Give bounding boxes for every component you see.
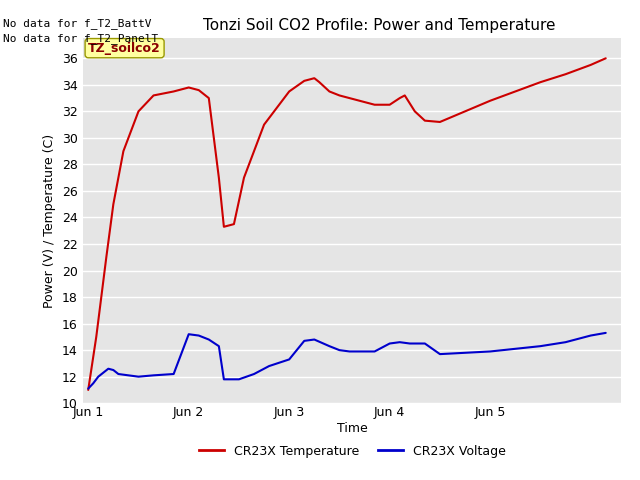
Title: Tonzi Soil CO2 Profile: Power and Temperature: Tonzi Soil CO2 Profile: Power and Temper…: [203, 18, 555, 33]
X-axis label: Time: Time: [337, 422, 367, 435]
Legend: CR23X Temperature, CR23X Voltage: CR23X Temperature, CR23X Voltage: [193, 440, 511, 463]
Text: No data for f_T2_PanelT: No data for f_T2_PanelT: [3, 33, 159, 44]
Text: TZ_soilco2: TZ_soilco2: [88, 42, 161, 55]
Y-axis label: Power (V) / Temperature (C): Power (V) / Temperature (C): [44, 134, 56, 308]
Text: No data for f_T2_BattV: No data for f_T2_BattV: [3, 18, 152, 29]
